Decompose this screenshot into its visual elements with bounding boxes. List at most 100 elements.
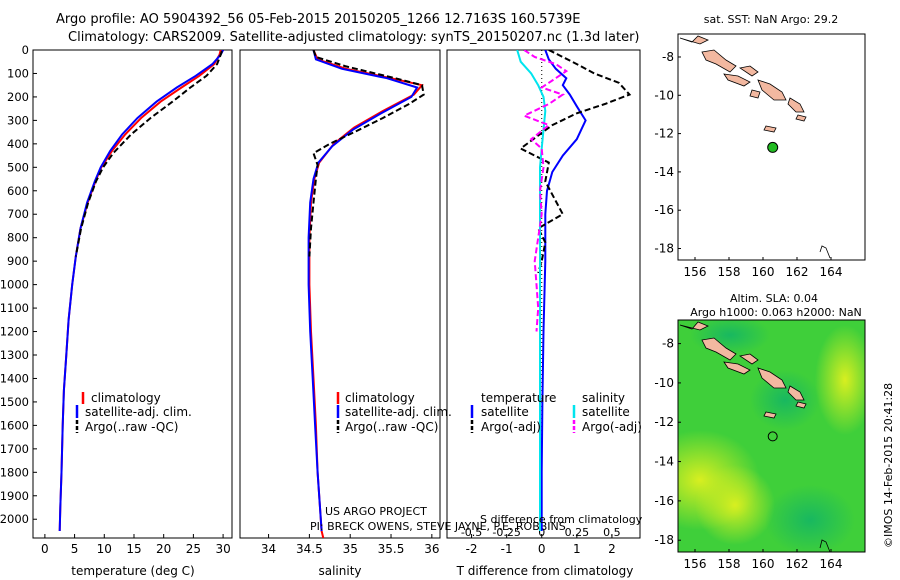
lon-tick-label: 160 — [752, 265, 775, 279]
salinity-frame — [239, 49, 441, 539]
legend-label-argo: Argo(..raw -QC) — [345, 420, 438, 434]
float-position-marker — [767, 431, 778, 442]
sla-map-title-2: Argo h1000: 0.063 h2000: NaN — [690, 306, 862, 319]
legend-label-t-satellite: satellite — [481, 405, 529, 419]
credits-line-1: US ARGO PROJECT — [325, 505, 427, 518]
lon-tick-label: 156 — [684, 557, 707, 571]
y-tick-label: 1000 — [0, 278, 29, 292]
island — [795, 114, 807, 122]
y-tick-label: 1300 — [0, 348, 29, 362]
legend-heading-salinity: salinity — [582, 391, 625, 405]
imos-watermark: ©IMOS 14-Feb-2015 20:41:28 — [882, 383, 895, 548]
legend-label-argo: Argo(..raw -QC) — [85, 420, 178, 434]
y-tick-label: 700 — [7, 207, 29, 221]
legend-label-climatology: climatology — [91, 391, 161, 405]
x-tick-label: 20 — [156, 542, 171, 556]
x-tick-label: 5 — [71, 542, 79, 556]
difference-lines — [516, 50, 632, 531]
s-tick-label: 0.5 — [603, 526, 621, 539]
x-tick-label: 10 — [97, 542, 112, 556]
sla-map-frame — [677, 319, 866, 553]
legend-label-satellite: satellite-adj. clim. — [345, 405, 452, 419]
y-tick-label: 200 — [7, 90, 29, 104]
lat-tick-label: -14 — [654, 165, 674, 179]
legend-label-s-argo: Argo(-adj) — [582, 420, 642, 434]
s-tick-label: -0.5 — [461, 526, 482, 539]
credits-line-2: PI: BRECK OWENS, STEVE JAYNE, P.E. ROBBI… — [310, 520, 566, 533]
y-tick-label: 400 — [7, 137, 29, 151]
y-tick-label: 300 — [7, 113, 29, 127]
legend-label-t-argo: Argo(-adj) — [481, 420, 541, 434]
series-line-satelliteadjclim — [58, 50, 224, 532]
x-tick-label: 0 — [538, 542, 546, 556]
lat-tick-label: -14 — [654, 455, 674, 469]
island — [701, 49, 737, 73]
salinity-x-axis: 34 34.5 35 35.5 36 — [261, 534, 439, 556]
temperature-x-axis: 0 5 10 15 20 25 30 — [41, 534, 231, 556]
lon-tick-label: 164 — [820, 265, 843, 279]
x-tick-label: 34.5 — [296, 542, 323, 556]
lon-tick-label: 158 — [718, 265, 741, 279]
legend-label-satellite: satellite-adj. clim. — [85, 405, 192, 419]
lat-tick-label: -12 — [654, 415, 674, 429]
lat-tick-label: -10 — [654, 376, 674, 390]
lat-tick-label: -18 — [654, 533, 674, 547]
salinity-legend: climatology satellite-adj. clim. Argo(..… — [336, 391, 452, 434]
sla-low-region — [690, 320, 770, 355]
x-tick-label: 35.5 — [378, 542, 405, 556]
sla-high-region — [695, 465, 775, 545]
y-tick-label: 600 — [7, 184, 29, 198]
salinity-lines — [307, 50, 425, 538]
island — [757, 79, 787, 101]
x-tick-label: 25 — [186, 542, 201, 556]
series-line-satellite — [540, 50, 587, 531]
difference-panel: -2 -1 0 1 2 -0.5 -0.25 0 0.25 0.5 T difference fr… — [446, 49, 643, 578]
coast — [819, 245, 831, 259]
island — [763, 411, 777, 419]
sst-map-axes: 156 158 160 162 164 -8 -10 -12 -14 -16 -18 — [654, 50, 842, 279]
sst-map-coastlines — [679, 35, 831, 259]
island — [679, 321, 709, 331]
island — [738, 353, 759, 365]
temperature-lines — [58, 50, 224, 532]
series-line-argorawqc — [74, 50, 223, 257]
x-tick-label: 30 — [215, 542, 230, 556]
lat-tick-label: -16 — [654, 494, 674, 508]
y-tick-label: 800 — [7, 231, 29, 245]
difference-legend-salinity: salinity satellite Argo(-adj) — [572, 391, 642, 434]
island — [795, 401, 807, 409]
difference-xlabel-top: S difference from climatology — [480, 513, 643, 526]
difference-x-axis: -2 -1 0 1 2 -0.5 -0.25 0 0.25 0.5 — [461, 526, 621, 556]
y-tick-label: 900 — [7, 254, 29, 268]
x-tick-label: 34 — [261, 542, 276, 556]
temperature-xlabel: temperature (deg C) — [71, 564, 194, 578]
coast — [819, 539, 831, 552]
y-tick-label: 0 — [22, 43, 29, 57]
island — [679, 35, 709, 45]
s-tick-label: -0.25 — [492, 526, 520, 539]
sst-map-title: sat. SST: NaN Argo: 29.2 — [704, 13, 838, 26]
lon-tick-label: 162 — [786, 557, 809, 571]
sst-map-frame — [677, 33, 866, 261]
header-line-2: Climatology: CARS2009. Satellite-adjuste… — [68, 30, 640, 45]
lat-tick-label: -8 — [662, 337, 674, 351]
lat-tick-label: -16 — [654, 203, 674, 217]
lon-tick-label: 156 — [684, 265, 707, 279]
island — [757, 367, 787, 389]
series-line-argoadj — [521, 50, 569, 332]
sst-map-panel: sat. SST: NaN Argo: 29.2 156 158 160 162 164… — [654, 13, 866, 279]
lat-tick-label: -12 — [654, 127, 674, 141]
island — [701, 337, 737, 361]
difference-xlabel: T difference from climatology — [456, 564, 634, 578]
x-tick-label: -2 — [466, 542, 478, 556]
lat-tick-label: -10 — [654, 88, 674, 102]
sla-map-title-1: Altim. SLA: 0.04 — [730, 292, 818, 305]
sla-low-region — [750, 370, 820, 430]
island — [738, 65, 759, 77]
difference-frame — [446, 49, 641, 539]
s-tick-label: 0.25 — [565, 526, 590, 539]
y-tick-label: 1600 — [0, 418, 29, 432]
lon-tick-label: 160 — [752, 557, 775, 571]
sla-high-region — [815, 325, 865, 435]
